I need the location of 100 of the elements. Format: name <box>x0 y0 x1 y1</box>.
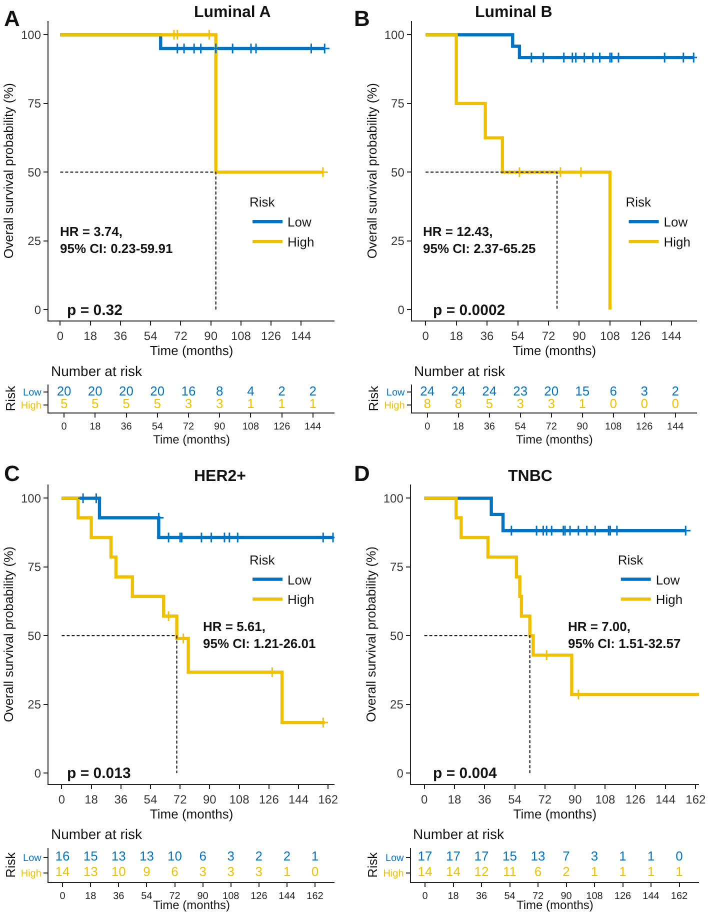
y-tick-label: High <box>20 868 42 880</box>
x-tick-label: 162 <box>318 792 338 807</box>
x-tick-label: 72 <box>538 792 552 807</box>
data-label: 1 <box>309 396 317 412</box>
x-tick-label: 54 <box>144 792 158 807</box>
y-tick-label: 75 <box>28 96 42 111</box>
data-label: 8 <box>454 396 462 412</box>
data-label: 3 <box>199 864 206 880</box>
x-tick-label: 90 <box>572 329 586 344</box>
x-tick-label: 72 <box>174 329 188 344</box>
x-tick-label: 90 <box>568 792 582 807</box>
data-label: 7 <box>562 848 570 864</box>
data-label: 2 <box>309 383 317 398</box>
y-tick-label: Low <box>385 852 405 864</box>
data-label: 0 <box>610 396 617 412</box>
y-tick-label: Low <box>386 388 406 399</box>
x-tick-label: 126 <box>614 891 632 902</box>
data-label: 3 <box>227 848 234 864</box>
y-axis-title: Overall survival probability (%) <box>0 83 16 259</box>
x-tick-label: 18 <box>452 422 464 433</box>
y-tick-label: 25 <box>28 234 42 248</box>
annotation: HR = 12.43, 95% CI: 2.37-65.25 <box>423 224 536 256</box>
x-tick-label: 126 <box>261 329 282 344</box>
text: D <box>354 461 370 486</box>
x-tick-label: 36 <box>476 891 488 902</box>
data-label: 1 <box>619 848 626 864</box>
legend-label: High <box>656 592 683 608</box>
y-tick-label: 100 <box>20 28 42 42</box>
data-label: 14 <box>418 864 432 880</box>
x-tick-label: 126 <box>258 792 280 807</box>
x-tick-label: 144 <box>291 329 312 344</box>
legend-label: High <box>664 234 691 250</box>
annotation: p = 0.0002 <box>433 302 506 319</box>
x-tick-label: 162 <box>306 891 324 902</box>
x-tick-label: 0 <box>424 422 431 433</box>
data-label: 6 <box>534 864 542 880</box>
x-tick-label: 36 <box>480 329 494 344</box>
y-tick-label: 25 <box>391 234 405 248</box>
y-axis-title: Risk <box>366 385 382 412</box>
data-label: 1 <box>619 864 626 880</box>
y-tick-label: 50 <box>390 628 404 643</box>
x-tick-label: 54 <box>514 422 526 433</box>
data-label: 2 <box>672 383 679 398</box>
y-tick-label: 50 <box>28 165 42 180</box>
x-tick-label: 36 <box>114 329 128 344</box>
x-tick-label: 54 <box>152 422 164 433</box>
chart-title: TNBC <box>508 468 553 485</box>
data-label: 6 <box>171 864 178 880</box>
data-label: 12 <box>474 864 489 880</box>
y-tick-label: 0 <box>396 766 404 780</box>
y-tick-label: Low <box>23 388 42 399</box>
x-tick-label: 0 <box>61 422 68 433</box>
x-tick-label: 126 <box>250 891 268 902</box>
y-axis-title: Overall survival probability (%) <box>364 83 380 259</box>
x-tick-label: 0 <box>56 329 64 344</box>
x-tick-label: 18 <box>448 792 462 807</box>
text: B <box>354 6 370 31</box>
y-tick-label: 0 <box>398 302 405 317</box>
x-tick-label: 54 <box>511 329 525 344</box>
data-label: 24 <box>482 383 497 398</box>
y-axis-title: Overall survival probability (%) <box>363 546 378 722</box>
y-tick-label: High <box>384 400 405 412</box>
data-label: 15 <box>502 848 518 864</box>
data-label: 8 <box>424 396 432 412</box>
data-label: 16 <box>55 848 70 864</box>
y-tick-label: 50 <box>391 165 405 180</box>
data-label: 3 <box>184 396 192 412</box>
x-tick-label: 144 <box>278 891 296 902</box>
x-tick-label: 18 <box>90 422 102 433</box>
data-label: 24 <box>451 383 466 398</box>
data-label: 16 <box>181 383 196 398</box>
data-label: 20 <box>119 383 134 398</box>
x-tick-label: 108 <box>229 792 250 807</box>
data-label: 14 <box>446 864 461 880</box>
data-label: 17 <box>474 848 489 864</box>
x-axis-title: Time (months) <box>516 432 593 447</box>
x-tick-label: 90 <box>576 422 588 433</box>
chart-title: HER2+ <box>194 468 246 485</box>
legend-label: Low <box>288 572 312 588</box>
x-tick-label: 72 <box>182 422 194 433</box>
legend-label: Low <box>656 572 680 588</box>
x-tick-label: 90 <box>204 329 218 344</box>
y-axis-title: Risk <box>365 852 380 878</box>
data-label: 17 <box>446 848 461 864</box>
data-label: 15 <box>83 848 98 864</box>
x-axis-title: Time (months) <box>150 343 234 358</box>
legend-title: Risk <box>618 552 644 568</box>
data-label: 8 <box>216 383 224 398</box>
legend-label: Low <box>664 214 688 230</box>
data-label: 0 <box>640 396 648 412</box>
y-tick-label: 100 <box>384 28 405 42</box>
y-tick-label: 50 <box>28 628 42 643</box>
y-tick-label: 75 <box>391 96 405 111</box>
data-label: 2 <box>283 848 291 864</box>
x-tick-label: 108 <box>230 329 252 344</box>
data-label: 0 <box>311 864 319 880</box>
y-tick-label: 75 <box>28 560 42 574</box>
x-tick-label: 144 <box>661 329 682 344</box>
annotation: HR = 5.61, 95% CI: 1.21-26.01 <box>203 619 316 651</box>
data-label: 17 <box>418 848 432 864</box>
